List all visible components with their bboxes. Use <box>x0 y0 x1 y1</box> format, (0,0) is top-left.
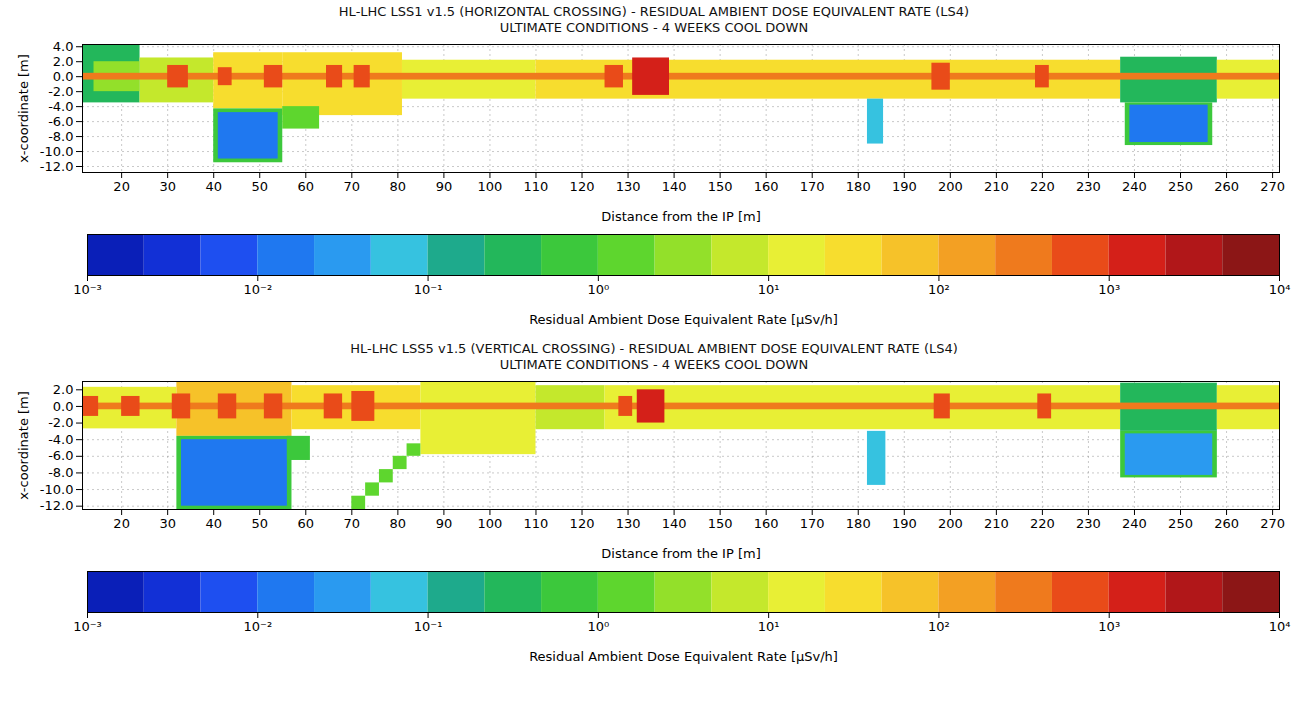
svg-text:-12.0: -12.0 <box>40 498 74 513</box>
svg-text:80: 80 <box>390 516 407 531</box>
svg-text:140: 140 <box>662 179 687 194</box>
svg-text:270: 270 <box>1260 179 1285 194</box>
svg-text:240: 240 <box>1122 179 1147 194</box>
html-text:HL-LHC LSS1 v1.5 (HORIZONTAL C: HL-LHC LSS1 v1.5 (HORIZONTAL CROSSING) -… <box>338 4 970 19</box>
svg-text:10⁻²: 10⁻² <box>243 282 272 297</box>
svg-text:170: 170 <box>800 179 825 194</box>
svg-text:160: 160 <box>754 516 779 531</box>
svg-text:180: 180 <box>846 516 871 531</box>
svg-text:70: 70 <box>344 516 361 531</box>
svg-text:10³: 10³ <box>1098 282 1120 297</box>
svg-text:-2.0: -2.0 <box>48 415 73 430</box>
svg-text:120: 120 <box>570 179 595 194</box>
svg-text:-4.0: -4.0 <box>48 432 73 447</box>
svg-text:220: 220 <box>1030 179 1055 194</box>
svg-text:80: 80 <box>390 179 407 194</box>
svg-text:10⁻³: 10⁻³ <box>73 282 102 297</box>
svg-text:Distance from the IP [m]: Distance from the IP [m] <box>601 546 760 561</box>
svg-text:120: 120 <box>570 516 595 531</box>
svg-text:Distance from the IP [m]: Distance from the IP [m] <box>601 209 760 224</box>
svg-text:-2.0: -2.0 <box>48 84 73 99</box>
svg-text:0.0: 0.0 <box>53 69 74 84</box>
svg-text:x-coordinate [m]: x-coordinate [m] <box>16 391 31 500</box>
svg-text:4.0: 4.0 <box>53 39 74 54</box>
svg-text:10⁴: 10⁴ <box>1269 619 1291 634</box>
svg-text:10¹: 10¹ <box>758 282 780 297</box>
svg-text:170: 170 <box>800 516 825 531</box>
html-text:HL-LHC LSS5 v1.5 (VERTICAL CRO: HL-LHC LSS5 v1.5 (VERTICAL CROSSING) - R… <box>350 341 958 356</box>
svg-text:110: 110 <box>524 516 549 531</box>
svg-text:150: 150 <box>708 179 733 194</box>
svg-text:30: 30 <box>159 516 176 531</box>
svg-text:10⁰: 10⁰ <box>587 282 609 297</box>
svg-text:90: 90 <box>436 179 453 194</box>
svg-text:270: 270 <box>1260 516 1285 531</box>
svg-text:100: 100 <box>478 516 503 531</box>
svg-text:20: 20 <box>113 516 130 531</box>
svg-text:-6.0: -6.0 <box>48 114 73 129</box>
svg-text:2.0: 2.0 <box>53 54 74 69</box>
svg-text:210: 210 <box>984 179 1009 194</box>
svg-text:-12.0: -12.0 <box>40 159 74 174</box>
svg-text:2.0: 2.0 <box>53 382 74 397</box>
svg-text:10⁻²: 10⁻² <box>243 619 272 634</box>
svg-text:250: 250 <box>1168 179 1193 194</box>
svg-text:200: 200 <box>938 179 963 194</box>
svg-text:50: 50 <box>251 516 268 531</box>
svg-text:230: 230 <box>1076 179 1101 194</box>
svg-text:10²: 10² <box>928 619 950 634</box>
svg-text:-6.0: -6.0 <box>48 448 73 463</box>
svg-text:260: 260 <box>1214 516 1239 531</box>
svg-text:250: 250 <box>1168 516 1193 531</box>
svg-text:Residual Ambient Dose Equivale: Residual Ambient Dose Equivalent Rate [μ… <box>529 649 838 664</box>
svg-text:180: 180 <box>846 179 871 194</box>
svg-text:60: 60 <box>298 516 315 531</box>
svg-text:40: 40 <box>205 516 222 531</box>
svg-text:-8.0: -8.0 <box>48 465 73 480</box>
svg-text:160: 160 <box>754 179 779 194</box>
html-text:ULTIMATE CONDITIONS - 4 WEEKS: ULTIMATE CONDITIONS - 4 WEEKS COOL DOWN <box>499 357 809 372</box>
svg-text:10⁻¹: 10⁻¹ <box>414 619 443 634</box>
svg-text:190: 190 <box>892 179 917 194</box>
svg-text:50: 50 <box>251 179 268 194</box>
svg-text:150: 150 <box>708 516 733 531</box>
svg-text:190: 190 <box>892 516 917 531</box>
svg-text:10³: 10³ <box>1098 619 1120 634</box>
svg-text:200: 200 <box>938 516 963 531</box>
svg-text:-10.0: -10.0 <box>40 144 74 159</box>
svg-text:10⁰: 10⁰ <box>587 619 609 634</box>
svg-text:130: 130 <box>616 179 641 194</box>
svg-text:Residual Ambient Dose Equivale: Residual Ambient Dose Equivalent Rate [μ… <box>529 312 838 327</box>
svg-text:20: 20 <box>113 179 130 194</box>
svg-text:70: 70 <box>344 179 361 194</box>
svg-text:130: 130 <box>616 516 641 531</box>
svg-text:60: 60 <box>298 179 315 194</box>
svg-text:210: 210 <box>984 516 1009 531</box>
html-text:ULTIMATE CONDITIONS - 4 WEEKS: ULTIMATE CONDITIONS - 4 WEEKS COOL DOWN <box>499 20 809 35</box>
svg-text:260: 260 <box>1214 179 1239 194</box>
svg-text:100: 100 <box>478 179 503 194</box>
svg-text:30: 30 <box>159 179 176 194</box>
svg-text:-8.0: -8.0 <box>48 129 73 144</box>
svg-text:10⁴: 10⁴ <box>1269 282 1291 297</box>
svg-text:0.0: 0.0 <box>53 399 74 414</box>
svg-text:220: 220 <box>1030 516 1055 531</box>
svg-text:10²: 10² <box>928 282 950 297</box>
svg-text:90: 90 <box>436 516 453 531</box>
svg-text:-4.0: -4.0 <box>48 99 73 114</box>
svg-text:230: 230 <box>1076 516 1101 531</box>
svg-text:140: 140 <box>662 516 687 531</box>
svg-text:240: 240 <box>1122 516 1147 531</box>
svg-text:10⁻¹: 10⁻¹ <box>414 282 443 297</box>
svg-text:10¹: 10¹ <box>758 619 780 634</box>
svg-text:10⁻³: 10⁻³ <box>73 619 102 634</box>
svg-text:40: 40 <box>205 179 222 194</box>
svg-text:110: 110 <box>524 179 549 194</box>
svg-text:-10.0: -10.0 <box>40 482 74 497</box>
svg-text:x-coordinate [m]: x-coordinate [m] <box>16 54 31 163</box>
